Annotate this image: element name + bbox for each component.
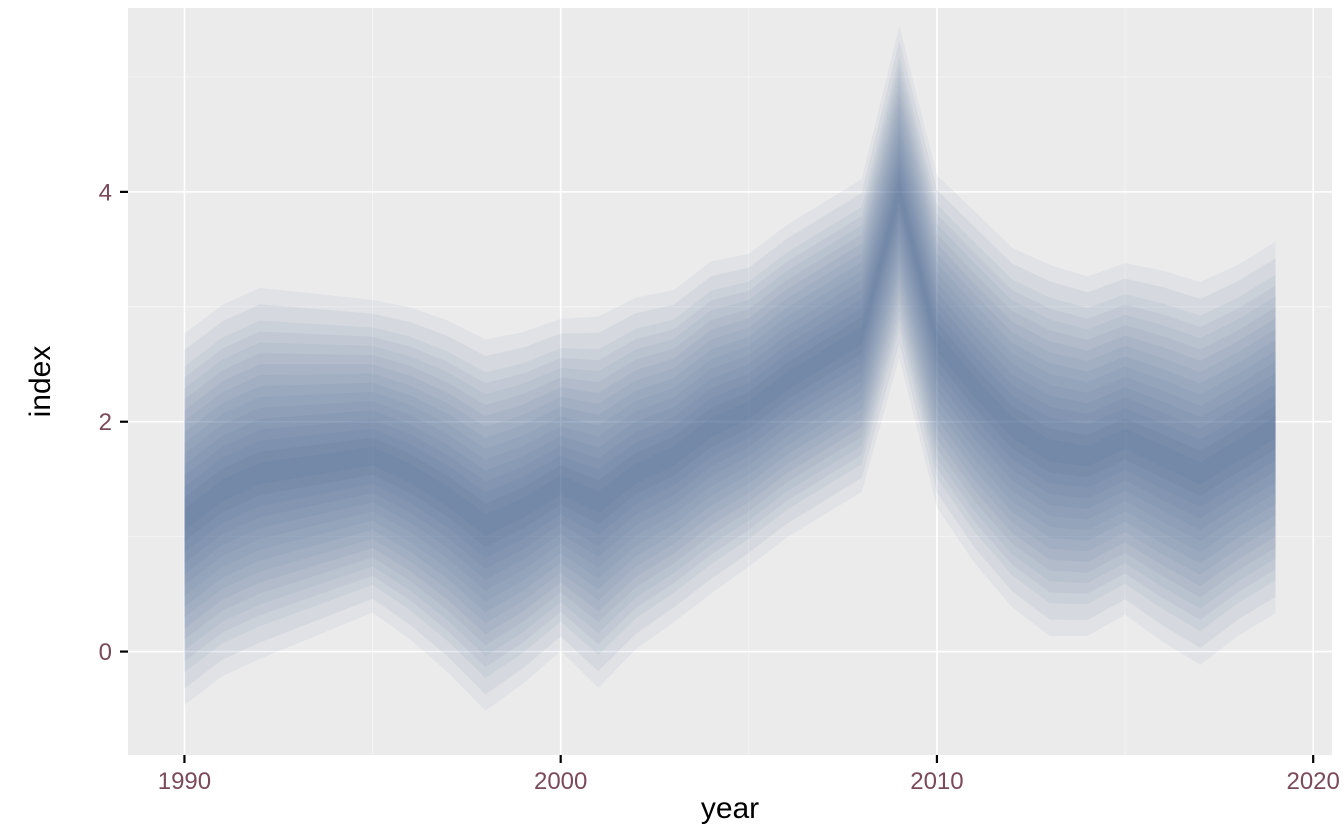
chart-svg: 1990 2000 2010 2020 0 2 4 year index — [0, 0, 1344, 830]
y-tick-label: 2 — [99, 409, 112, 436]
fan-chart: 1990 2000 2010 2020 0 2 4 year index — [0, 0, 1344, 830]
x-tick-label: 2000 — [534, 768, 587, 795]
x-tick-label: 2010 — [910, 768, 963, 795]
y-axis: 0 2 4 — [99, 179, 128, 666]
y-tick-label: 4 — [99, 179, 112, 206]
x-axis: 1990 2000 2010 2020 — [158, 755, 1340, 795]
x-axis-title: year — [701, 792, 759, 825]
x-tick-label: 2020 — [1286, 768, 1339, 795]
y-axis-title: index — [24, 346, 57, 418]
y-tick-label: 0 — [99, 639, 112, 666]
x-tick-label: 1990 — [158, 768, 211, 795]
